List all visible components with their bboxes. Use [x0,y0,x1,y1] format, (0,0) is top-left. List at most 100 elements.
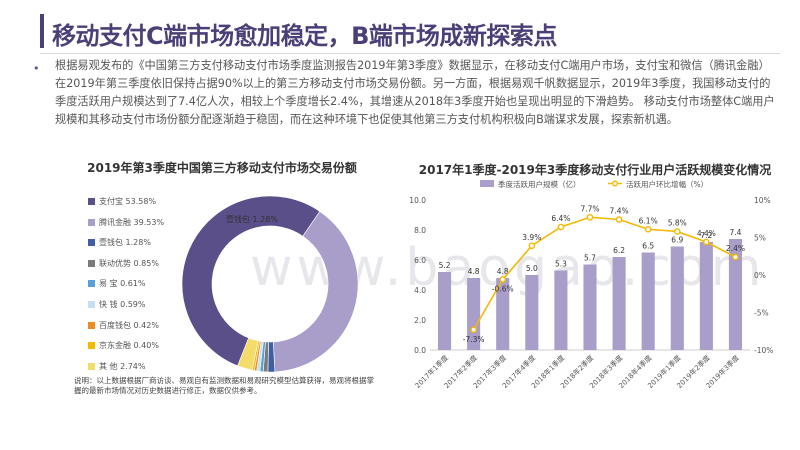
line-point [528,242,536,250]
bar-value-label: 6.2 [613,246,625,255]
bar [670,246,684,350]
slide-title: 移动支付C端市场愈加稳定，B端市场成新探索点 [52,22,557,50]
legend-swatch [88,342,95,350]
bar [438,272,452,350]
bar [699,242,713,350]
legend-label: 易 宝 0.61% [99,279,146,289]
line-point [586,213,594,221]
pie-slice [237,337,259,371]
line-point [499,276,507,283]
legend-item: 联动优势 0.85% [88,258,159,269]
bar-value-label: 7.4 [729,228,741,237]
line-value-label: 6.1% [639,216,658,225]
bar-value-label: 6.9 [671,236,683,245]
y-left-tick-label: 0.0 [414,346,426,355]
bar [612,257,626,350]
bar-value-label: 7.2 [700,231,712,240]
pie-slice-label: 支付宝 [298,304,322,314]
line-value-label: 7.4% [610,207,629,216]
bar-value-label: 5.7 [584,254,596,263]
line-value-label: 4.4% [697,229,716,238]
y-right-tick-label: -10% [754,346,773,355]
line-value-label: 3.9% [522,233,541,242]
bar [554,270,568,350]
line-point [673,228,681,235]
combo-chart-title: 2017年1季度-2019年3季度移动支付行业用户活跃规模变化情况 [418,163,772,177]
legend-swatch [88,362,95,370]
y-left-tick-label: 6.0 [414,256,426,265]
line-value-label: -0.6% [492,285,514,294]
legend-label: 联动优势 0.85% [99,258,159,268]
line-point [615,216,623,223]
pie-slice [181,195,321,367]
bar-value-label: 4.8 [497,267,509,276]
line-point [644,225,652,233]
line-value-label: -7.3% [463,335,485,344]
bar-value-label: 4.8 [468,267,480,276]
legend-label: 其 他 2.74% [99,361,146,371]
legend-swatch [88,280,95,288]
legend-item: 支付宝 53.58% [88,196,156,207]
legend-swatch [88,198,95,205]
y-left-tick-label: 10.0 [409,196,426,205]
legend-item: 京东金融 0.40% [88,340,159,351]
legend-item: 其 他 2.74% [88,361,146,372]
line-value-label: 5.8% [668,219,687,228]
line-value-label: 7.7% [580,204,599,213]
legend-swatch [88,321,95,329]
y-right-tick-label: -5% [754,309,769,318]
body-paragraph: 根据易观发布的《中国第三方支付移动支付市场季度监测报告2019年第3季度》数据显… [55,59,775,126]
legend-swatch [480,180,494,187]
legend-label: 快 钱 0.59% [99,300,146,309]
y-right-tick-label: 10% [754,196,771,205]
legend-marker [612,180,618,187]
y-right-tick-label: 0% [754,271,766,280]
line-point [732,253,739,261]
bar [496,278,510,350]
legend-label: 壹钱包 1.28% [99,238,151,248]
bar [525,275,539,350]
bar-value-label: 5.2 [439,261,451,270]
legend-item: 壹钱包 1.28% [88,237,151,248]
y-left-tick-label: 8.0 [414,226,426,235]
legend-label: 百度钱包 0.42% [99,320,159,330]
pie-slice [272,211,359,373]
legend-swatch [88,301,95,308]
line-point [470,326,477,334]
legend-label: 季度活跃用户规模（亿） [498,179,581,189]
line-value-label: 2.4% [726,244,745,253]
bar-value-label: 5.0 [526,264,538,273]
title-divider [40,53,780,54]
bar [728,239,742,350]
y-left-tick-label: 2.0 [414,316,426,325]
legend-item: 易 宝 0.61% [88,278,146,289]
legend-item: 快 钱 0.59% [88,299,146,310]
line-value-label: 6.4% [551,214,570,223]
y-left-tick-label: 4.0 [414,286,426,295]
bar [641,252,655,350]
pie-slice-label: 壹钱包 1.28% [226,214,278,224]
line-point [557,223,565,231]
legend-label: 活跃用户环比增幅（%） [626,179,708,189]
paragraph-bullet: • [33,62,40,75]
y-right-tick-label: 5% [754,234,766,243]
pie-chart-title: 2019年第3季度中国第三方移动支付市场交易份额 [87,161,357,175]
bar-value-label: 5.3 [555,260,567,269]
title-accent-bar [40,14,44,48]
footnote: 说明：以上数据根据厂商访谈、易观自有监测数据和易观研究模型估算获得，易观将根据掌… [74,376,374,395]
legend-item: 百度钱包 0.42% [88,320,159,331]
donut-chart: 壹钱包 1.28% 支付宝 [181,195,359,373]
growth-line [472,216,736,331]
bar [467,278,481,350]
bar-value-label: 6.5 [642,242,654,251]
legend-swatch [88,259,95,267]
line-point [703,238,710,246]
legend-item: 腾讯金融 39.53% [88,217,164,228]
legend-swatch [88,239,95,247]
combo-chart: 季度活跃用户规模（亿） 活跃用户环比增幅（%） 0.0 2.0 4.0 6.0 8.0 10.… [409,179,773,390]
legend-label: 京东金融 0.40% [99,341,159,351]
legend-label: 腾讯金融 39.53% [99,217,165,227]
legend-label: 支付宝 53.58% [99,197,157,206]
bar [583,264,597,350]
legend-swatch [88,218,95,226]
